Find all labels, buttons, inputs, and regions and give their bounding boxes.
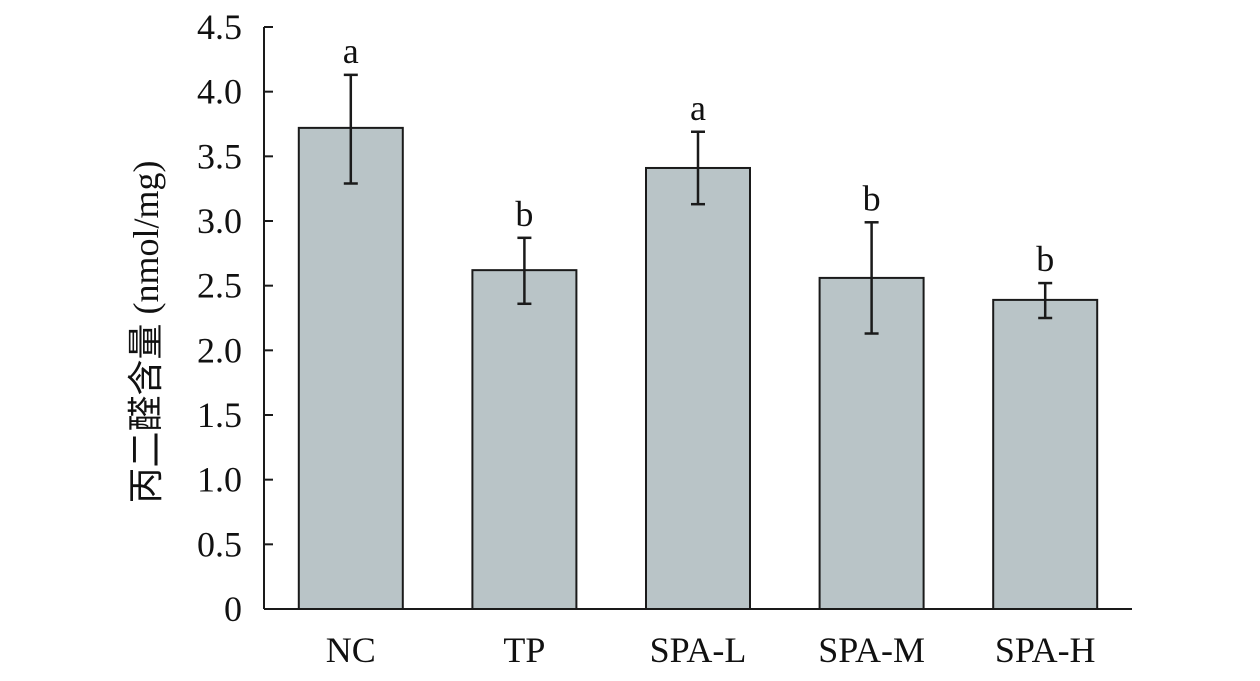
y-tick-label: 2.5 — [197, 266, 242, 306]
y-tick-label: 0.5 — [197, 524, 242, 564]
bars — [297, 126, 1099, 610]
y-axis-title: 丙二醛含量 (nmol/mg) — [126, 161, 166, 504]
significance-label: b — [515, 194, 533, 234]
x-category-label: SPA-L — [650, 630, 747, 670]
bar-spa-l — [645, 166, 751, 610]
y-tick-label: 0 — [224, 589, 242, 629]
x-category-label: TP — [503, 630, 545, 670]
significance-label: b — [1036, 239, 1054, 279]
y-tick-label: 4.0 — [197, 72, 242, 112]
y-tick-label: 1.5 — [197, 395, 242, 435]
y-tick-label: 2.0 — [197, 330, 242, 370]
y-tick-label: 4.5 — [197, 7, 242, 47]
bar-nc — [297, 126, 404, 610]
significance-label: a — [343, 31, 359, 71]
y-tick-label: 3.5 — [197, 136, 242, 176]
significance-label: a — [690, 88, 706, 128]
axes: 0 0.5 1.0 1.5 2.0 2.5 3.0 3.5 4.0 4.5 — [197, 7, 1132, 629]
error-bars — [343, 73, 1053, 335]
x-category-label: NC — [326, 630, 376, 670]
y-tick-label: 3.0 — [197, 201, 242, 241]
bar-spa-h — [992, 298, 1099, 610]
bar-tp — [471, 269, 578, 610]
x-category-label: SPA-H — [995, 630, 1096, 670]
x-category-label: SPA-M — [818, 630, 925, 670]
significance-label: b — [863, 178, 881, 218]
y-tick-label: 1.0 — [197, 460, 242, 500]
labels: a NC b TP a SPA-L b SPA-M b SPA-H — [326, 31, 1096, 670]
